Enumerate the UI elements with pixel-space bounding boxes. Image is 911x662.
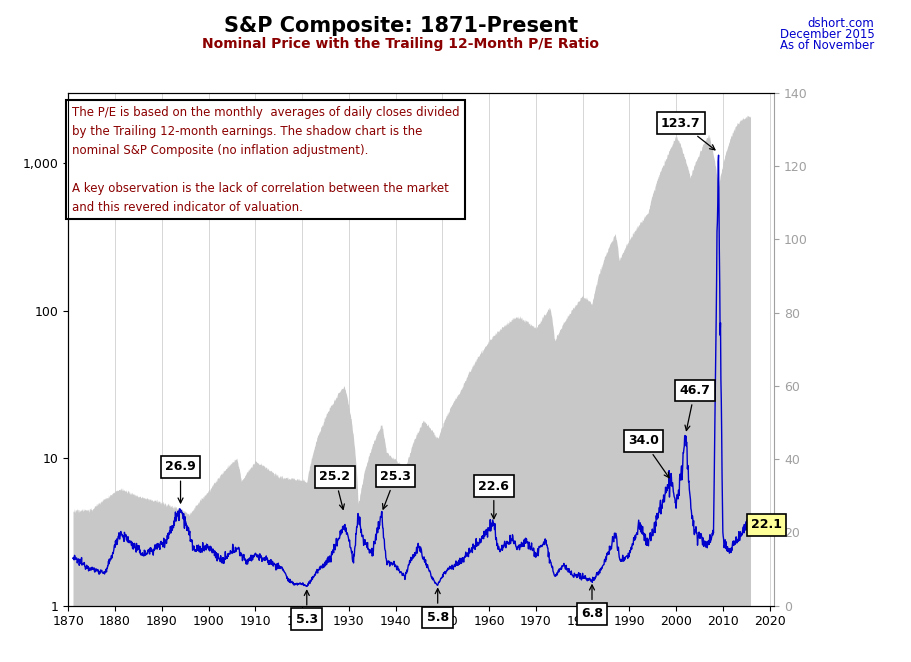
Text: Nominal Price with the Trailing 12-Month P/E Ratio: Nominal Price with the Trailing 12-Month… bbox=[202, 36, 599, 51]
Text: 5.8: 5.8 bbox=[426, 589, 449, 624]
Text: S&P Composite: 1871-Present: S&P Composite: 1871-Present bbox=[224, 17, 578, 36]
Text: 26.9: 26.9 bbox=[165, 460, 196, 503]
Text: 5.3: 5.3 bbox=[296, 591, 318, 626]
Text: The P/E is based on the monthly  averages of daily closes divided
by the Trailin: The P/E is based on the monthly averages… bbox=[72, 105, 459, 214]
Text: 46.7: 46.7 bbox=[680, 384, 711, 430]
Text: 22.6: 22.6 bbox=[478, 480, 509, 519]
Text: 6.8: 6.8 bbox=[581, 585, 603, 620]
Text: December 2015: December 2015 bbox=[780, 28, 875, 41]
Text: dshort.com: dshort.com bbox=[808, 17, 875, 30]
Text: 25.3: 25.3 bbox=[380, 470, 411, 509]
Text: 34.0: 34.0 bbox=[628, 434, 669, 478]
Text: 22.1: 22.1 bbox=[751, 518, 782, 531]
Text: As of November: As of November bbox=[781, 39, 875, 52]
Text: 25.2: 25.2 bbox=[320, 470, 351, 509]
Text: 123.7: 123.7 bbox=[661, 117, 715, 150]
